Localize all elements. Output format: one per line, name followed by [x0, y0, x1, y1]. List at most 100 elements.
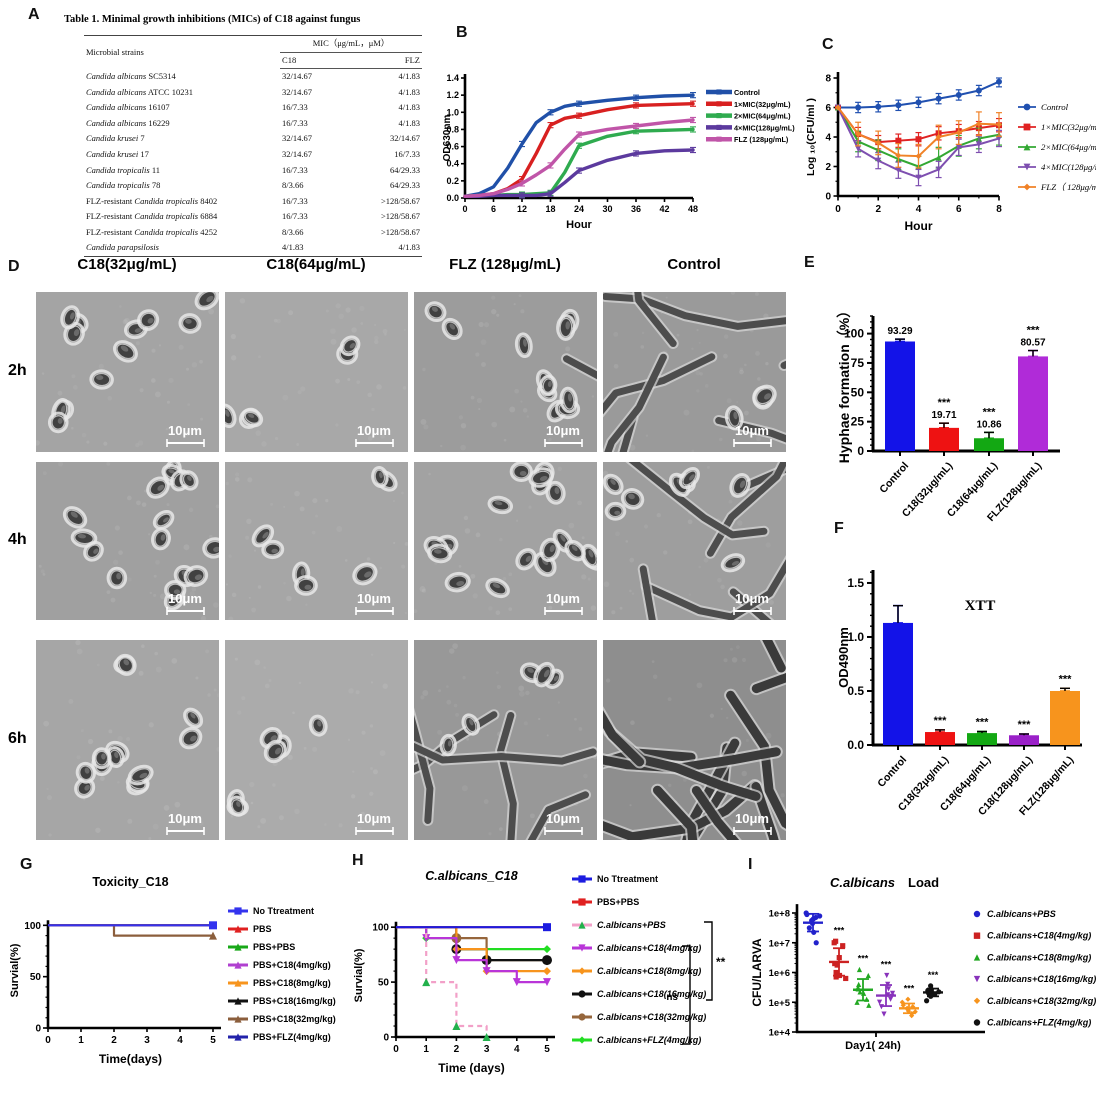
series-line	[463, 118, 695, 198]
c18-mic-cell: 32/14.67	[282, 86, 313, 97]
x-tick-label: 24	[574, 204, 584, 214]
marker-triangle	[234, 997, 242, 1005]
panel-c: 0 2 4 6 8 0 2 4 6 8 Log ₁₀(CFU/ml ) Hour Control 1×MI…	[800, 30, 1096, 253]
micro-col-header-4: Control	[667, 256, 721, 273]
bar-value-label: 93.29	[887, 326, 912, 337]
toxicity-survival-chart: 0 1 2 3 4 5050100Toxicity_C18Time(days)Survia…	[9, 875, 336, 1066]
y-tick-label: 1e+4	[769, 1028, 791, 1039]
bar	[974, 438, 1004, 451]
c18-mic-cell: 32/14.67	[282, 149, 313, 160]
legend-label: PBS+C18(4mg/kg)	[253, 960, 331, 970]
y-tick-label: 1e+5	[769, 998, 791, 1009]
marker-square	[973, 932, 981, 939]
marker-tri-down	[887, 996, 894, 1002]
legend-label: C.albicans+C18(16mg/kg)	[987, 974, 1096, 984]
significance-label: ***	[928, 970, 939, 980]
marker-diamond	[543, 967, 551, 976]
legend-label: 1×MIC(32μg/mL)	[1041, 122, 1096, 132]
legend-label: 1×MIC(32μg/mL)	[734, 100, 791, 109]
marker-circle	[975, 87, 982, 94]
legend-label: C.albicans+C18(16mg/kg)	[597, 989, 706, 999]
survival-curve	[396, 926, 547, 962]
x-tick-label: 4	[916, 204, 922, 215]
table-row: FLZ-resistant Candida tropicalis 4252 8/3…	[84, 225, 422, 241]
y-tick-label: 100	[24, 921, 41, 932]
c18-mic-cell: 16/7.33	[282, 117, 308, 128]
table-row: Candida krusei 17 32/14.67 16/7.33	[84, 147, 422, 163]
panel-d-letter: D	[8, 258, 20, 275]
significance-label: ***	[1027, 325, 1041, 337]
series-line	[463, 127, 695, 198]
panel-e: 0 25 50 75 100 93.29 Control 19.71 *** C18(32μg/m…	[836, 256, 1096, 529]
marker-triangle	[1023, 143, 1031, 151]
c18-mic-cell: 16/7.33	[282, 195, 308, 206]
strain-cell: Candida tropicalis 11	[86, 164, 160, 175]
marker-diamond	[905, 996, 911, 1002]
ns-bracket-label: ns	[666, 992, 678, 1003]
y-tick-label: 1e+8	[769, 909, 790, 920]
marker-square	[716, 101, 722, 107]
panel-b: 0 6 12 18 24 30 36 42 48 0.0 0.2 0.4 0.6 0.8 1.0 1.2 1.4…	[440, 16, 796, 251]
x-tick-label: 2	[875, 204, 881, 215]
c18-mic-cell: 32/14.67	[282, 133, 313, 144]
marker-square	[716, 89, 722, 95]
x-tick-label: 36	[631, 204, 641, 214]
marker-triangle	[209, 931, 217, 940]
significance-label: ***	[934, 715, 948, 727]
y-tick-label: 1.2	[446, 90, 459, 100]
legend-label: PBS	[253, 924, 272, 934]
significance-label: ***	[834, 925, 845, 935]
marker-diamond	[578, 967, 586, 975]
marker-square	[834, 962, 840, 968]
x-axis-label: Hour	[566, 219, 592, 231]
micrograph-2h-col1: 10μm	[36, 292, 219, 452]
legend-label: C.albicans+PBS	[597, 920, 666, 930]
y-tick-label: 8	[825, 74, 831, 85]
y-tick-label: 0	[383, 1033, 389, 1044]
strain-cell: Candida krusei 7	[86, 133, 145, 144]
bar	[1018, 356, 1048, 451]
y-tick-label: 25	[851, 415, 865, 429]
marker-triangle	[973, 954, 981, 961]
table-row: Candida tropicalis 11 16/7.33 64/29.33	[84, 162, 422, 178]
scale-bar-label: 10μm	[735, 423, 769, 438]
scale-bar-label: 10μm	[735, 811, 769, 826]
significance-label: ***	[976, 716, 990, 728]
col-header-flz: FLZ	[342, 52, 422, 70]
x-tick-label: 0	[835, 204, 841, 215]
table-row: Candida krusei 7 32/14.67 32/14.67	[84, 131, 422, 147]
strain-cell: Candida tropicalis 78	[86, 180, 161, 191]
marker-triangle	[935, 154, 942, 161]
flz-mic-cell: 4/1.83	[342, 240, 422, 257]
x-tick-label: 2	[454, 1044, 460, 1055]
marker-circle	[1023, 103, 1031, 111]
marker-square	[840, 943, 846, 949]
micro-row-label-2h: 2h	[8, 362, 27, 379]
x-axis-label: Hour	[905, 219, 933, 233]
marker-triangle	[234, 1015, 242, 1023]
flz-mic-cell: 4/1.83	[398, 86, 421, 97]
marker-triangle	[482, 1033, 491, 1041]
scale-bar-label: 10μm	[168, 423, 202, 438]
marker-diamond	[905, 1008, 912, 1014]
legend-label: No Ttreatment	[597, 874, 658, 884]
table-row: FLZ-resistant Candida tropicalis 6884 16/…	[84, 209, 422, 225]
marker-diamond	[935, 134, 942, 140]
panel-f-letter: F	[834, 520, 844, 537]
panel-h: 0 1 2 3 4 5 0 50 100 C.albicans_C18 Time (days) Sur…	[350, 848, 746, 1094]
c18-mic-cell: 4/1.83	[280, 240, 343, 257]
y-tick-label: 1.5	[847, 576, 864, 590]
flz-mic-cell: 4/1.83	[398, 71, 421, 82]
marker-triangle	[857, 989, 863, 995]
marker-circle	[578, 990, 586, 998]
bar	[929, 427, 959, 451]
marker-square	[833, 969, 839, 976]
survival-curve	[396, 926, 547, 984]
marker-triangle	[856, 981, 862, 987]
legend-label: Control	[734, 88, 760, 97]
marker-tri-down	[996, 135, 1002, 142]
scale-bar-label: 10μm	[735, 591, 769, 606]
marker-tri-down	[876, 999, 883, 1005]
y-axis-label: OD630nm	[442, 115, 453, 162]
marker-square	[831, 940, 837, 946]
